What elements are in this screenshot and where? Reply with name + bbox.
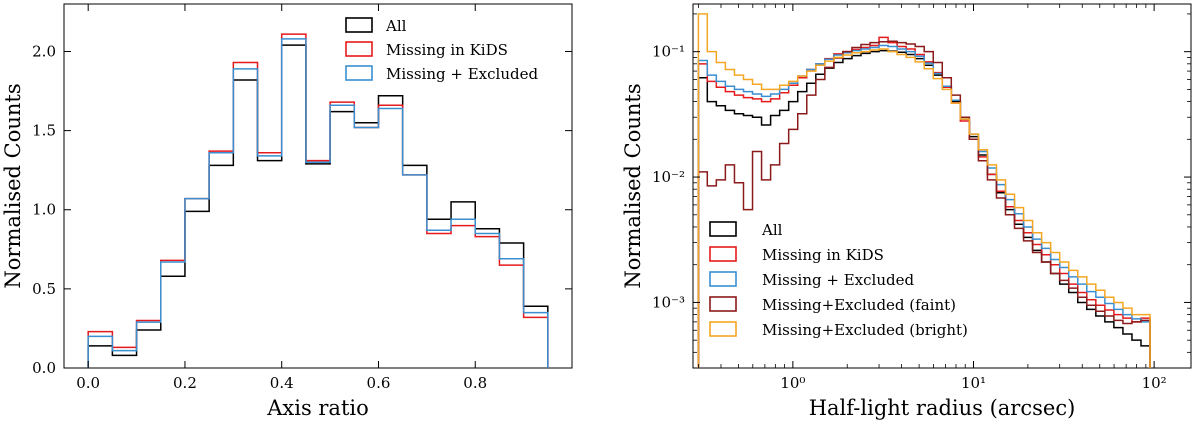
tick-group: 0.0 0.2 0.4 0.6 0.8 0.0 0.5 1.0 1.5 2.0 (32, 4, 572, 392)
series-line-2 (87, 38, 549, 368)
series-line-3 (697, 40, 1151, 368)
legend-label-faint: Missing+Excluded (faint) (762, 296, 956, 314)
legend-swatch-bright (709, 321, 737, 337)
y-tick-label: 2.0 (32, 42, 56, 60)
series-group (697, 13, 1151, 368)
legend-label-bright: Missing+Excluded (bright) (762, 321, 968, 339)
y-tick-label: 10⁻¹ (652, 43, 685, 61)
y-tick-label: 1.0 (32, 201, 56, 219)
legend: All Missing in KiDS Missing + Excluded (345, 17, 538, 83)
legend: All Missing in KiDS Missing + Excluded M… (709, 221, 968, 339)
legend-swatch-missing-excluded (345, 65, 373, 81)
x-tick-label: 0.4 (270, 374, 294, 392)
axis-ratio-histogram: 0.0 0.2 0.4 0.6 0.8 0.0 0.5 1.0 1.5 2.0 Axis rati… (1, 3, 573, 420)
series-group (87, 33, 549, 368)
y-axis-label: Normalised Counts (1, 83, 25, 288)
legend-swatch-missing (709, 246, 737, 262)
legend-swatch-all (709, 221, 737, 237)
plot-frame (63, 3, 573, 369)
x-tick-label: 0.2 (173, 374, 197, 392)
x-tick-label: 10² (1142, 374, 1167, 392)
legend-swatch-faint (709, 296, 737, 312)
series-line-4 (697, 13, 1151, 368)
y-tick-label: 10⁻³ (652, 293, 685, 311)
y-axis-label: Normalised Counts (621, 83, 645, 288)
y-tick-label: 10⁻² (652, 168, 685, 186)
legend-swatch-missing-excluded (709, 271, 737, 287)
legend-label-missing-excluded: Missing + Excluded (762, 271, 914, 289)
x-axis-label: Half-light radius (arcsec) (809, 396, 1076, 420)
legend-label-missing: Missing in KiDS (386, 41, 508, 59)
legend-swatch-missing (345, 41, 373, 57)
y-tick-label: 0.0 (32, 359, 56, 377)
x-tick-label: 10⁰ (780, 374, 805, 392)
x-tick-label: 0.8 (463, 374, 487, 392)
x-axis-label: Axis ratio (266, 396, 369, 420)
x-tick-label: 0.6 (367, 374, 391, 392)
y-tick-label: 0.5 (32, 280, 56, 298)
legend-swatch-all (345, 17, 373, 33)
legend-label-all: All (761, 221, 783, 239)
legend-label-missing-excluded: Missing + Excluded (386, 65, 538, 83)
half-light-radius-histogram: 10⁰ 10¹ 10² 10⁻³ 10⁻² 10⁻¹ Half-light radius … (621, 3, 1192, 420)
y-tick-label: 1.5 (32, 122, 56, 140)
x-tick-label: 0.0 (76, 374, 100, 392)
tick-group: 10⁰ 10¹ 10² 10⁻³ 10⁻² 10⁻¹ (652, 4, 1191, 392)
series-line-2 (697, 44, 1151, 368)
x-tick-label: 10¹ (961, 374, 986, 392)
legend-label-missing: Missing in KiDS (762, 246, 884, 264)
legend-label-all: All (385, 17, 407, 35)
